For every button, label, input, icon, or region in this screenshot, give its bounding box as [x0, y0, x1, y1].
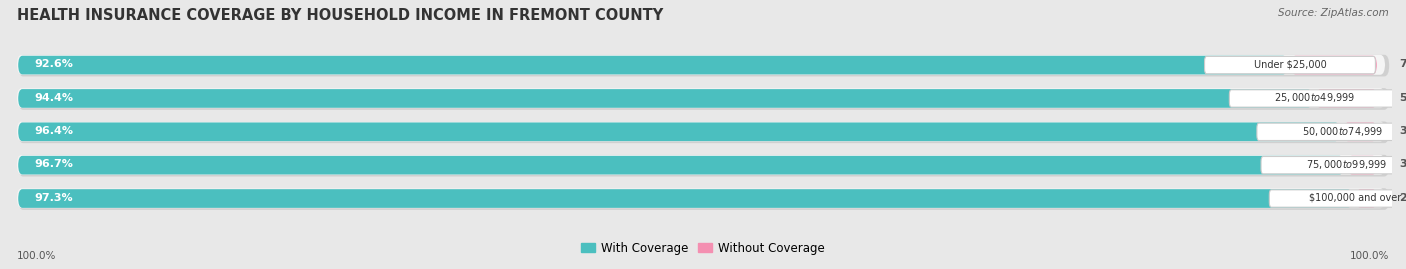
Text: 2.7%: 2.7% [1399, 193, 1406, 203]
FancyBboxPatch shape [1357, 189, 1376, 208]
FancyBboxPatch shape [18, 89, 1312, 108]
Legend: With Coverage, Without Coverage: With Coverage, Without Coverage [576, 237, 830, 259]
Text: $100,000 and over: $100,000 and over [1309, 193, 1400, 203]
Text: 96.4%: 96.4% [35, 126, 73, 136]
FancyBboxPatch shape [1205, 56, 1375, 74]
Text: 92.6%: 92.6% [35, 59, 73, 69]
FancyBboxPatch shape [1229, 90, 1400, 107]
FancyBboxPatch shape [18, 122, 1340, 141]
FancyBboxPatch shape [17, 55, 1385, 75]
Text: $75,000 to $99,999: $75,000 to $99,999 [1306, 158, 1388, 171]
Text: 3.6%: 3.6% [1399, 126, 1406, 136]
Text: 3.3%: 3.3% [1399, 160, 1406, 169]
Text: 97.3%: 97.3% [35, 193, 73, 203]
FancyBboxPatch shape [18, 155, 1389, 176]
FancyBboxPatch shape [18, 156, 1344, 175]
FancyBboxPatch shape [17, 188, 1385, 208]
Text: 96.7%: 96.7% [35, 160, 73, 169]
Text: $25,000 to $49,999: $25,000 to $49,999 [1274, 91, 1355, 104]
Text: Source: ZipAtlas.com: Source: ZipAtlas.com [1278, 8, 1389, 18]
FancyBboxPatch shape [18, 189, 1353, 208]
Text: 100.0%: 100.0% [17, 251, 56, 261]
Text: 7.4%: 7.4% [1399, 59, 1406, 69]
FancyBboxPatch shape [18, 122, 1389, 143]
FancyBboxPatch shape [1261, 157, 1406, 174]
FancyBboxPatch shape [1348, 156, 1376, 175]
FancyBboxPatch shape [18, 88, 1389, 110]
FancyBboxPatch shape [17, 122, 1385, 141]
Text: 100.0%: 100.0% [1350, 251, 1389, 261]
FancyBboxPatch shape [17, 155, 1385, 175]
FancyBboxPatch shape [1291, 56, 1376, 75]
FancyBboxPatch shape [1270, 190, 1406, 207]
FancyBboxPatch shape [17, 88, 1385, 108]
FancyBboxPatch shape [1257, 123, 1406, 140]
Text: Under $25,000: Under $25,000 [1254, 59, 1326, 69]
FancyBboxPatch shape [18, 56, 1288, 75]
Text: 94.4%: 94.4% [35, 93, 73, 103]
Text: $50,000 to $74,999: $50,000 to $74,999 [1302, 125, 1384, 138]
FancyBboxPatch shape [18, 55, 1389, 76]
FancyBboxPatch shape [1316, 89, 1376, 108]
FancyBboxPatch shape [1344, 122, 1376, 141]
Text: HEALTH INSURANCE COVERAGE BY HOUSEHOLD INCOME IN FREMONT COUNTY: HEALTH INSURANCE COVERAGE BY HOUSEHOLD I… [17, 8, 664, 23]
FancyBboxPatch shape [18, 188, 1389, 210]
Text: 5.6%: 5.6% [1399, 93, 1406, 103]
